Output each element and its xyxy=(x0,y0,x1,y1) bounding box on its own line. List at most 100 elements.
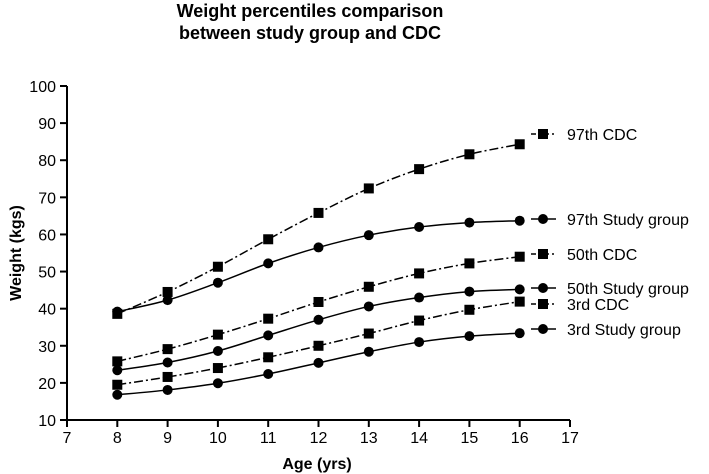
legend: 97th CDC 97th Study group 50th CDC 50th Stu… xyxy=(531,127,689,339)
data-point xyxy=(464,286,475,297)
data-point xyxy=(514,251,525,262)
legend-label: 50th CDC xyxy=(567,247,637,264)
legend-marker xyxy=(538,214,548,224)
data-point xyxy=(212,329,223,340)
x-tick-label: 16 xyxy=(511,430,529,447)
data-point xyxy=(263,234,274,245)
y-tick-label: 10 xyxy=(38,413,56,430)
y-tick-label: 50 xyxy=(38,265,56,282)
series-3rd-cdc xyxy=(112,296,525,390)
legend-entry: 50th Study group xyxy=(531,281,689,298)
chart-title-line-2: between study group and CDC xyxy=(178,23,441,43)
data-point xyxy=(112,379,123,390)
data-point xyxy=(263,258,274,269)
x-tick-label: 7 xyxy=(63,430,72,447)
x-tick-label: 11 xyxy=(260,430,277,447)
data-point xyxy=(414,222,425,233)
data-point xyxy=(212,378,223,389)
data-point xyxy=(112,356,123,367)
y-tick-label: 70 xyxy=(38,190,56,207)
y-tick-label: 30 xyxy=(38,339,56,356)
legend-marker xyxy=(538,324,548,334)
data-point xyxy=(363,183,374,194)
y-tick-label: 100 xyxy=(29,79,56,96)
x-tick-label: 12 xyxy=(310,430,328,447)
x-tick-label: 17 xyxy=(561,430,579,447)
data-point xyxy=(212,261,223,272)
data-point xyxy=(414,337,425,348)
data-point xyxy=(363,281,374,292)
data-point xyxy=(414,315,425,326)
data-point xyxy=(414,292,425,303)
legend-label: 3rd CDC xyxy=(567,297,629,314)
x-tick-label: 10 xyxy=(209,430,227,447)
data-point xyxy=(414,164,425,175)
chart-title-line-1: Weight percentiles comparison xyxy=(176,1,444,21)
series-97th-study-group xyxy=(112,215,525,317)
y-tick-label: 80 xyxy=(38,153,56,170)
legend-label: 50th Study group xyxy=(567,281,689,298)
data-point xyxy=(363,328,374,339)
legend-marker xyxy=(538,129,548,139)
data-point xyxy=(514,296,525,307)
data-point xyxy=(363,346,374,357)
data-point xyxy=(464,217,475,228)
x-axis-label: Age (yrs) xyxy=(282,456,351,473)
data-point xyxy=(313,357,324,368)
data-point xyxy=(263,313,274,324)
data-point xyxy=(313,340,324,351)
legend-label: 97th Study group xyxy=(567,212,689,229)
data-point xyxy=(313,314,324,325)
data-point xyxy=(313,207,324,218)
y-tick-label: 90 xyxy=(38,116,56,133)
legend-entry: 97th CDC xyxy=(531,127,637,144)
legend-label: 3rd Study group xyxy=(567,322,681,339)
data-point xyxy=(363,230,374,241)
legend-entry: 97th Study group xyxy=(531,212,689,229)
x-tick-label: 9 xyxy=(163,430,172,447)
series-50th-cdc xyxy=(112,251,525,367)
plot-area xyxy=(112,139,525,400)
y-tick-label: 20 xyxy=(38,376,56,393)
axes: 10 20 30 40 50 60 70 80 90 100 7 8 9 10 11 12 13 14 15 16 17 xyxy=(29,79,579,447)
data-point xyxy=(112,365,123,376)
data-point xyxy=(514,284,525,295)
data-point xyxy=(162,371,173,382)
data-point xyxy=(212,345,223,356)
x-tick-label: 14 xyxy=(410,430,428,447)
data-point xyxy=(112,389,123,400)
data-point xyxy=(464,304,475,315)
data-point xyxy=(212,277,223,288)
data-point xyxy=(414,268,425,279)
data-point xyxy=(514,139,525,150)
legend-label: 97th CDC xyxy=(567,127,637,144)
data-point xyxy=(162,344,173,355)
data-point xyxy=(162,357,173,368)
x-tick-label: 13 xyxy=(360,430,378,447)
y-tick-label: 40 xyxy=(38,302,56,319)
series-50th-study-group xyxy=(112,284,525,376)
legend-entry: 50th CDC xyxy=(531,247,637,264)
data-point xyxy=(514,328,525,339)
data-point xyxy=(514,215,525,226)
x-tick-label: 8 xyxy=(113,430,122,447)
legend-marker xyxy=(538,249,548,259)
x-tick-label: 15 xyxy=(461,430,479,447)
data-point xyxy=(263,330,274,341)
data-point xyxy=(263,368,274,379)
legend-marker xyxy=(538,283,548,293)
data-point xyxy=(313,242,324,253)
data-point xyxy=(363,301,374,312)
data-point xyxy=(263,352,274,363)
y-axis-label: Weight (kgs) xyxy=(8,205,25,301)
data-point xyxy=(162,286,173,297)
legend-marker xyxy=(538,299,548,309)
y-tick-label: 60 xyxy=(38,227,56,244)
series-line xyxy=(117,143,520,315)
data-point xyxy=(162,295,173,306)
legend-entry: 3rd CDC xyxy=(531,297,629,314)
data-point xyxy=(212,363,223,374)
series-3rd-study-group xyxy=(112,328,525,400)
data-point xyxy=(162,384,173,395)
